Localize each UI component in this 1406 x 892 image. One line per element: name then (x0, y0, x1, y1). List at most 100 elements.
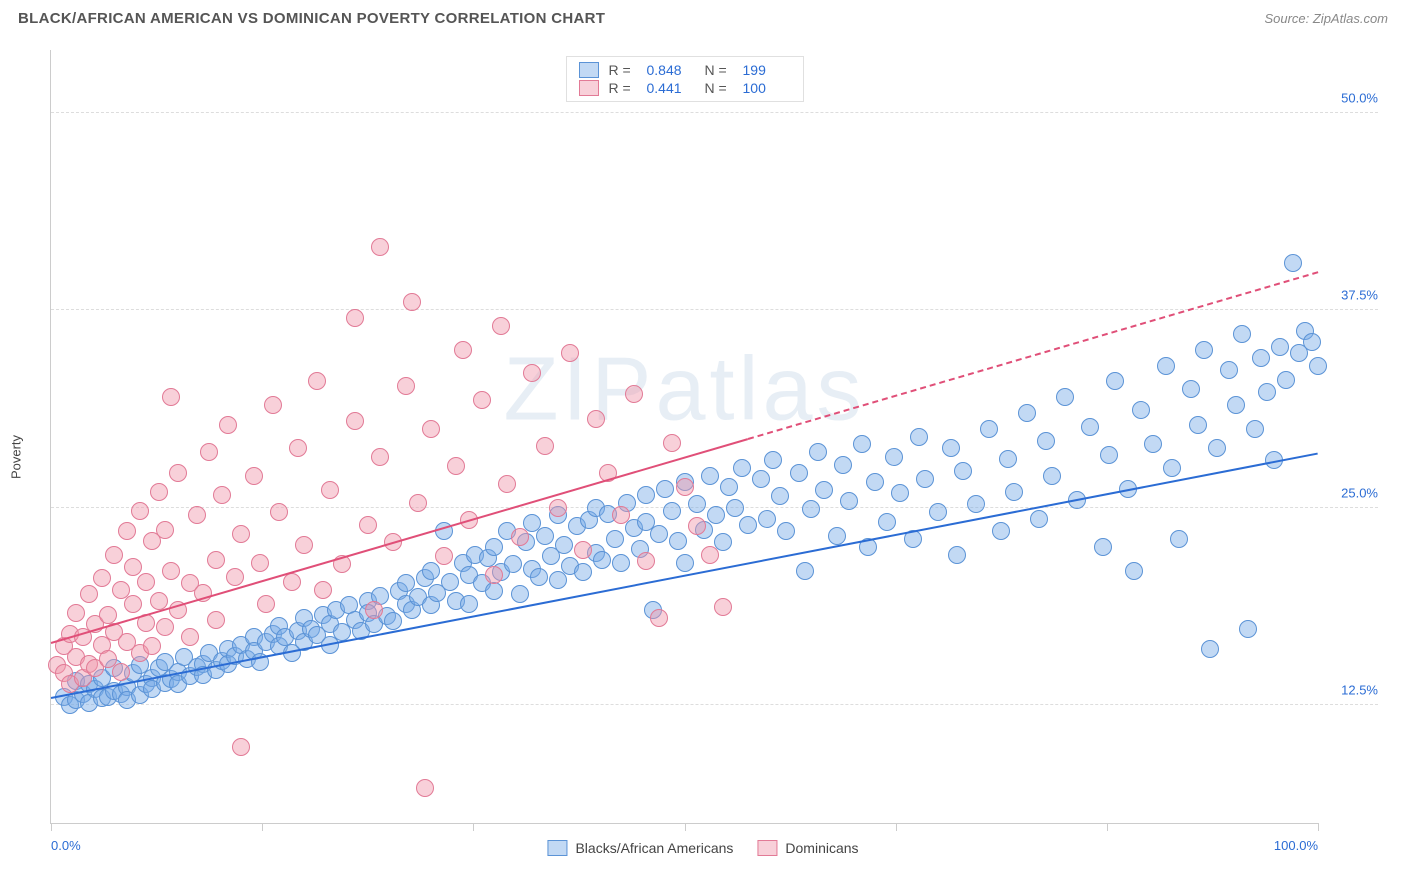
data-point (371, 238, 389, 256)
gridline (51, 704, 1378, 705)
data-point (1189, 416, 1207, 434)
data-point (124, 595, 142, 613)
data-point (707, 506, 725, 524)
data-point (1056, 388, 1074, 406)
series-legend-item: Dominicans (757, 840, 858, 856)
data-point (162, 388, 180, 406)
data-point (1309, 357, 1327, 375)
stats-legend-row: R =0.441N =100 (579, 79, 791, 97)
y-tick-label: 37.5% (1341, 288, 1378, 303)
data-point (1258, 383, 1276, 401)
data-point (226, 568, 244, 586)
data-point (764, 451, 782, 469)
data-point (948, 546, 966, 564)
data-point (365, 601, 383, 619)
data-point (650, 525, 668, 543)
data-point (625, 385, 643, 403)
data-point (942, 439, 960, 457)
data-point (99, 606, 117, 624)
data-point (992, 522, 1010, 540)
data-point (555, 536, 573, 554)
x-tick (262, 823, 263, 831)
x-tick (685, 823, 686, 831)
data-point (1005, 483, 1023, 501)
y-tick-label: 25.0% (1341, 485, 1378, 500)
watermark: ZIPatlas (503, 339, 865, 442)
data-point (1125, 562, 1143, 580)
data-point (207, 551, 225, 569)
data-point (397, 377, 415, 395)
x-tick (1318, 823, 1319, 831)
series-name: Dominicans (785, 840, 858, 856)
data-point (112, 663, 130, 681)
data-point (561, 344, 579, 362)
data-point (612, 554, 630, 572)
data-point (422, 420, 440, 438)
data-point (80, 585, 98, 603)
data-point (416, 779, 434, 797)
data-point (771, 487, 789, 505)
data-point (1157, 357, 1175, 375)
data-point (441, 573, 459, 591)
n-value: 199 (743, 62, 791, 78)
r-value: 0.848 (647, 62, 695, 78)
data-point (314, 581, 332, 599)
data-point (1132, 401, 1150, 419)
data-point (169, 464, 187, 482)
data-point (1227, 396, 1245, 414)
data-point (435, 547, 453, 565)
data-point (511, 528, 529, 546)
data-point (137, 573, 155, 591)
legend-swatch (579, 62, 599, 78)
data-point (910, 428, 928, 446)
data-point (885, 448, 903, 466)
data-point (726, 499, 744, 517)
data-point (637, 486, 655, 504)
data-point (1201, 640, 1219, 658)
chart-container: Poverty ZIPatlas R =0.848N =199R =0.441N… (18, 40, 1388, 874)
data-point (834, 456, 852, 474)
data-point (118, 522, 136, 540)
x-tick (473, 823, 474, 831)
data-point (270, 503, 288, 521)
data-point (93, 569, 111, 587)
source-credit: Source: ZipAtlas.com (1264, 11, 1388, 26)
data-point (1106, 372, 1124, 390)
data-point (549, 499, 567, 517)
series-name: Blacks/African Americans (575, 840, 733, 856)
data-point (156, 521, 174, 539)
data-point (574, 563, 592, 581)
data-point (878, 513, 896, 531)
data-point (504, 555, 522, 573)
n-value: 100 (743, 80, 791, 96)
data-point (536, 437, 554, 455)
data-point (828, 527, 846, 545)
data-point (1246, 420, 1264, 438)
data-point (676, 478, 694, 496)
r-label: R = (609, 80, 637, 96)
data-point (485, 566, 503, 584)
legend-swatch (579, 80, 599, 96)
data-point (200, 443, 218, 461)
data-point (891, 484, 909, 502)
data-point (264, 396, 282, 414)
data-point (676, 554, 694, 572)
data-point (1208, 439, 1226, 457)
x-tick (51, 823, 52, 831)
data-point (663, 502, 681, 520)
data-point (593, 551, 611, 569)
data-point (181, 628, 199, 646)
data-point (1239, 620, 1257, 638)
data-point (1277, 371, 1295, 389)
data-point (359, 516, 377, 534)
data-point (251, 554, 269, 572)
n-label: N = (705, 80, 733, 96)
data-point (714, 598, 732, 616)
data-point (650, 609, 668, 627)
data-point (1037, 432, 1055, 450)
data-point (1195, 341, 1213, 359)
data-point (485, 582, 503, 600)
data-point (1094, 538, 1112, 556)
data-point (232, 525, 250, 543)
data-point (447, 457, 465, 475)
